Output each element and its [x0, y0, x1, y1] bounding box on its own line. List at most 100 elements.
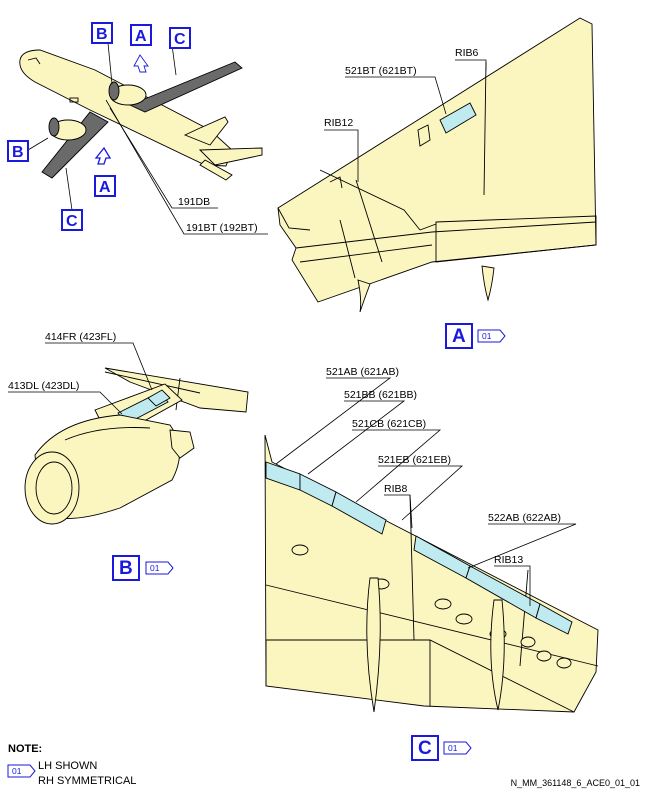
note-line-2: RH SYMMETRICAL — [38, 775, 136, 787]
view-a-small-panel — [417, 124, 431, 147]
callout-b-left-text: B — [12, 144, 24, 161]
callout-b-top-lead — [107, 42, 113, 85]
leader-191bt — [105, 99, 268, 235]
panel-414fr[interactable] — [147, 389, 171, 407]
view-b-wing — [104, 367, 249, 413]
callout-b-left[interactable] — [7, 140, 29, 162]
view-a-diag-line — [319, 169, 421, 231]
leader-521cb — [352, 429, 442, 503]
callout-c-left-lead — [65, 167, 73, 211]
note-line-1: LH SHOWN — [38, 760, 97, 772]
right-wing — [128, 61, 243, 113]
access-hole-8 — [556, 657, 572, 669]
callout-c-top[interactable] — [169, 27, 191, 49]
view-b-cowl-line — [64, 427, 151, 441]
panel-522ab-outboard[interactable] — [535, 603, 573, 635]
leader-rib8 — [384, 494, 413, 529]
label-522ab: 522AB (622AB) — [488, 512, 561, 524]
view-a-rib-line-b — [339, 219, 356, 279]
leader-522ab — [467, 523, 577, 569]
view-b-exhaust — [169, 429, 195, 459]
view-a-flap — [435, 215, 597, 263]
callout-a-left-text: A — [99, 179, 111, 196]
view-c-effectivity-flag — [443, 741, 472, 755]
view-a-spar-line-2 — [299, 244, 433, 263]
label-413dl: 413DL (423DL) — [8, 380, 79, 392]
view-a-wing-underside: RIB6 521BT (621BT) RIB12 A 01 — [277, 17, 597, 349]
callout-c-top-lead — [171, 44, 177, 76]
view-a-small-mark — [329, 176, 343, 189]
view-c-title-box — [411, 735, 439, 761]
label-rib6: RIB6 — [455, 47, 479, 59]
view-a-spar-line — [295, 221, 597, 249]
label-521ab: 521AB (621AB) — [326, 366, 399, 378]
view-c-rib8-line — [409, 494, 415, 641]
callout-a-left[interactable] — [94, 175, 116, 197]
view-a-title-box — [445, 323, 473, 349]
label-191bt: 191BT (192BT) — [186, 222, 258, 234]
leader-521bb — [307, 400, 406, 475]
leader-521bt — [345, 76, 447, 115]
panel-521cb[interactable] — [331, 491, 387, 535]
access-hole-6 — [520, 636, 536, 648]
view-c-wing-underside: 521AB (621AB) 521BB (621BB) 521CB (621CB… — [264, 366, 599, 761]
view-c-fairing-1 — [366, 577, 381, 713]
view-b-engine-pylon: 414FR (423FL) 413DL (423DL) B 01 — [8, 331, 249, 581]
view-b-title-box — [112, 555, 140, 581]
callout-c-top-text: C — [174, 31, 186, 48]
view-b-inlet — [35, 461, 73, 515]
left-wing — [41, 111, 109, 179]
label-521eb: 521EB (621EB) — [378, 454, 451, 466]
view-a-title: A — [452, 326, 466, 347]
leader-191db — [109, 107, 218, 209]
view-a-fairing-2 — [481, 265, 495, 302]
access-hole-7 — [536, 650, 552, 662]
callout-b-top-text: B — [96, 26, 108, 43]
callout-a-top[interactable] — [130, 24, 152, 46]
view-b-effectivity: 01 — [150, 563, 160, 573]
note-effectivity-flag — [7, 764, 36, 778]
arrow-a-top — [133, 54, 149, 73]
label-414fr: 414FR (423FL) — [45, 331, 116, 343]
leader-521ab — [275, 377, 392, 465]
view-c-fairing-2 — [490, 599, 505, 711]
label-rib12: RIB12 — [324, 117, 353, 129]
view-c-title: C — [418, 738, 432, 759]
note-effectivity: 01 — [12, 766, 22, 776]
leader-rib6 — [455, 59, 487, 70]
vertical-fin — [183, 116, 229, 146]
panel-521bt[interactable] — [439, 102, 477, 134]
view-a-effectivity: 01 — [482, 331, 492, 341]
view-a-rib6-line — [483, 61, 487, 196]
left-engine-inlet — [48, 117, 60, 137]
view-c-wing-skin — [264, 434, 599, 713]
view-a-rib12-line — [355, 179, 383, 263]
view-b-effectivity-flag — [145, 561, 174, 575]
view-a-effectivity-flag — [477, 329, 506, 343]
note-block: NOTE: 01 LH SHOWN RH SYMMETRICAL — [7, 743, 136, 787]
callout-b-top[interactable] — [91, 22, 113, 44]
belly-door — [69, 97, 79, 103]
horizontal-stabilizer-lower — [199, 159, 233, 181]
right-engine-inlet — [108, 81, 120, 101]
leader-rib13 — [494, 565, 531, 606]
view-b-wing-line — [175, 377, 181, 411]
leader-rib12 — [324, 129, 359, 182]
horizontal-stabilizer — [198, 147, 263, 166]
label-521cb: 521CB (621CB) — [352, 418, 426, 430]
callout-c-left[interactable] — [61, 209, 83, 231]
view-c-effectivity: 01 — [448, 743, 458, 753]
arrow-a-bottom — [94, 146, 112, 165]
callout-b-left-lead — [27, 137, 49, 151]
label-rib13: RIB13 — [494, 554, 523, 566]
access-hole-1 — [291, 544, 309, 556]
view-a-wing-skin — [277, 17, 597, 303]
cockpit-window — [27, 57, 41, 65]
note-heading: NOTE: — [8, 743, 42, 755]
fuselage — [19, 49, 233, 167]
label-rib8: RIB8 — [384, 483, 408, 495]
view-b-inlet-cowl — [24, 451, 80, 525]
figure-id: N_MM_361148_6_ACE0_01_01 — [511, 778, 640, 788]
aircraft-overview: B A C B A C 191DB 191BT (192BT) — [7, 22, 268, 235]
view-b-wing-edge — [104, 371, 201, 394]
